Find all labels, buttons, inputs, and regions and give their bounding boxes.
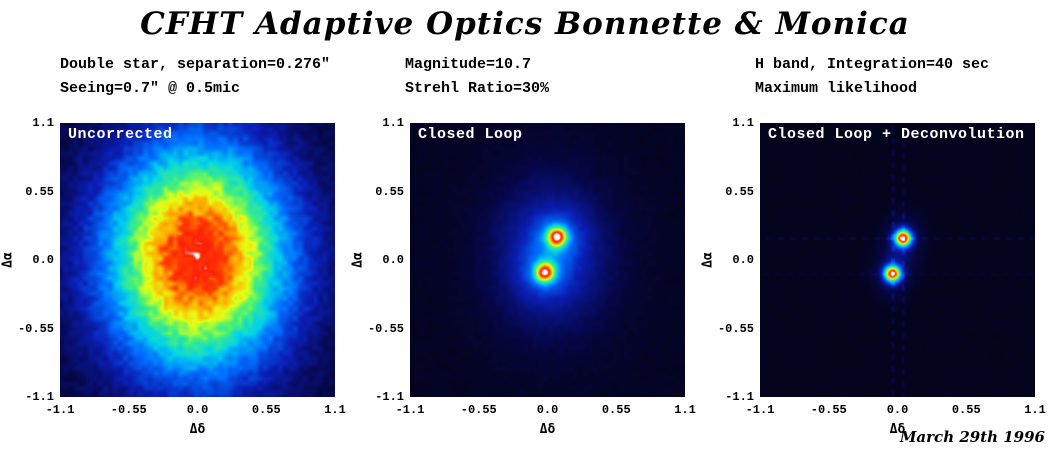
x-tick-label: 0.0: [186, 403, 209, 417]
x-axis-label: Δδ: [189, 422, 206, 437]
x-axis-label: Δδ: [889, 422, 906, 437]
date-label: March 29th 1996: [899, 428, 1045, 446]
x-tick-label: -0.55: [810, 403, 847, 417]
x-axis-label: Δδ: [539, 422, 556, 437]
y-tick-label: 0.0: [382, 253, 404, 267]
x-tick-label: 0.55: [251, 403, 281, 417]
panel-title: Closed Loop + Deconvolution: [768, 126, 1025, 143]
x-tick-label: 1.1: [1024, 403, 1046, 417]
y-tick-label: 0.0: [32, 253, 54, 267]
y-tick-label: -0.55: [717, 321, 754, 336]
figure-title: CFHT Adaptive Optics Bonnette & Monica: [140, 6, 910, 42]
y-tick-label: 0.55: [375, 184, 404, 199]
x-tick-label: 0.0: [886, 403, 909, 417]
y-tick-label: 0.0: [732, 253, 754, 267]
y-tick-label: 1.1: [382, 116, 404, 130]
header-line-magnitude: Magnitude=10.7: [405, 56, 532, 73]
y-tick-label: 1.1: [732, 116, 754, 130]
header-line-separation: Double star, separation=0.276": [60, 56, 331, 73]
header-line-seeing: Seeing=0.7" @ 0.5mic: [60, 80, 241, 97]
y-tick-label: 0.55: [725, 184, 754, 199]
y-tick-label: -0.55: [367, 321, 404, 336]
ao-image-deconvolved: [760, 123, 1035, 397]
panel-title: Closed Loop: [418, 126, 523, 143]
y-tick-label: -1.1: [725, 390, 754, 404]
y-tick-label: 0.55: [25, 184, 54, 199]
x-tick-label: -1.1: [395, 403, 425, 417]
x-tick-label: -1.1: [745, 403, 775, 417]
header-column-target: Magnitude=10.7 Strehl Ratio=30%: [405, 53, 549, 101]
x-tick-label: 0.55: [601, 403, 631, 417]
panel-deconvolved: Closed Loop + Deconvolution Δα Δδ -1.1 -0…: [701, 116, 1046, 437]
panel-closed-loop: Closed Loop Δα Δδ -1.1 -0.55 0.0 0.55 1.1 1.1…: [351, 116, 696, 437]
y-axis-label: Δα: [0, 252, 16, 268]
panel-title: Uncorrected: [68, 126, 173, 143]
panel-uncorrected: Uncorrected Δα Δδ -1.1 -0.55 0.0 0.55 1.1 1.1…: [1, 116, 346, 437]
x-tick-label: 1.1: [324, 403, 346, 417]
y-tick-label: -1.1: [25, 390, 54, 404]
x-tick-label: -0.55: [110, 403, 147, 417]
y-axis-label: Δα: [350, 252, 366, 268]
header-column-instrument: H band, Integration=40 sec Maximum likel…: [755, 53, 989, 101]
ao-image-closed-loop: [410, 123, 685, 397]
x-tick-label: 0.55: [951, 403, 981, 417]
x-tick-label: 0.0: [536, 403, 559, 417]
header-line-method: Maximum likelihood: [755, 80, 918, 97]
ao-image-uncorrected: [60, 123, 335, 397]
x-tick-label: 1.1: [674, 403, 696, 417]
x-tick-label: -0.55: [460, 403, 497, 417]
x-tick-label: -1.1: [45, 403, 75, 417]
header-line-strehl: Strehl Ratio=30%: [405, 80, 550, 97]
y-tick-label: 1.1: [32, 116, 54, 130]
y-tick-label: -0.55: [17, 321, 54, 336]
header-line-band: H band, Integration=40 sec: [755, 56, 990, 73]
y-tick-label: -1.1: [375, 390, 404, 404]
header-column-observation: Double star, separation=0.276" Seeing=0.…: [60, 53, 330, 101]
y-axis-label: Δα: [700, 252, 716, 268]
